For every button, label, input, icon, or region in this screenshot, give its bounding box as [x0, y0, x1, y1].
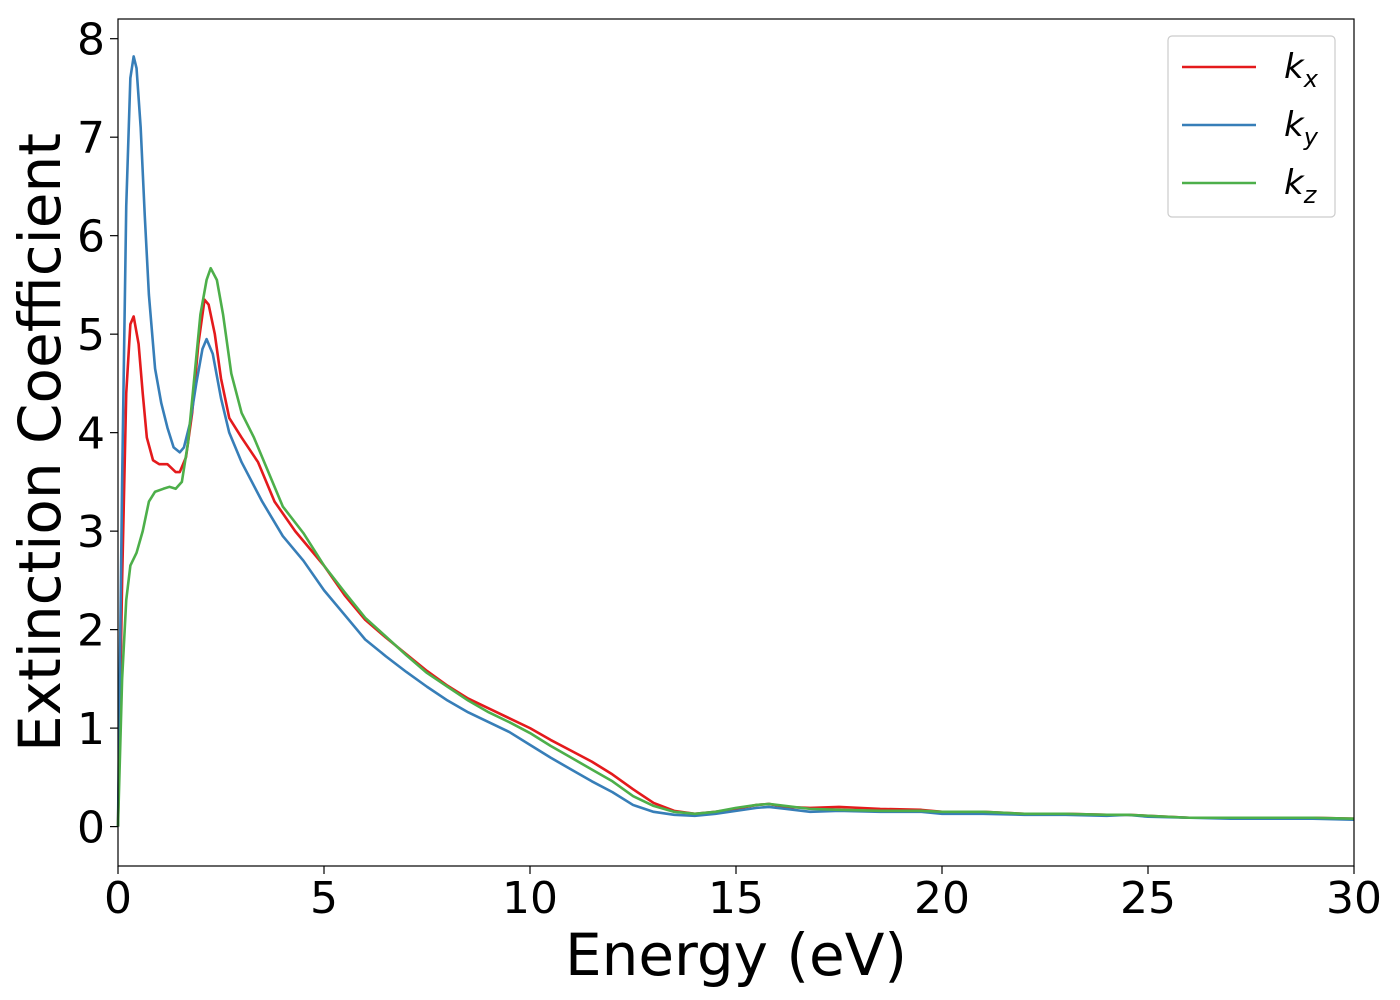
legend-label-subscript: z	[1303, 181, 1318, 209]
x-tick-label: 10	[502, 873, 558, 924]
series-line-x	[116, 298, 1355, 827]
legend-label-y: ky	[1284, 105, 1319, 151]
series-layer	[116, 55, 1355, 827]
legend-label-main: k	[1284, 163, 1305, 203]
x-tick-label: 30	[1326, 873, 1382, 924]
series-line-z	[116, 266, 1355, 827]
y-tick-label: 5	[77, 310, 105, 361]
legend-label-x: kx	[1284, 47, 1319, 93]
legend-box	[1167, 35, 1336, 218]
legend-label-subscript: x	[1303, 65, 1319, 93]
y-axis-title: Extinction Coefficient	[6, 133, 74, 752]
y-axis: 0 1 2 3 4 5 6 7 8	[77, 15, 118, 854]
x-axis-title: Energy (eV)	[565, 921, 907, 989]
legend-label-main: k	[1284, 47, 1305, 87]
y-tick-label: 2	[77, 606, 105, 657]
y-tick-label: 8	[77, 15, 105, 66]
x-tick-label: 25	[1120, 873, 1176, 924]
y-tick-label: 1	[77, 704, 105, 755]
x-tick-label: 15	[708, 873, 764, 924]
y-tick-label: 4	[77, 409, 105, 460]
y-tick-label: 0	[77, 803, 105, 854]
x-tick-label: 5	[310, 873, 338, 924]
series-line-y	[116, 55, 1355, 827]
y-tick-label: 7	[77, 113, 105, 164]
y-tick-label: 3	[77, 507, 105, 558]
legend-label-z: kz	[1284, 163, 1318, 209]
x-axis: 0 5 10 15 20 25 30	[104, 866, 1382, 924]
x-tick-label: 0	[104, 873, 132, 924]
legend-label-main: k	[1284, 105, 1305, 145]
legend-label-subscript: y	[1303, 123, 1319, 151]
x-tick-label: 20	[914, 873, 970, 924]
y-tick-label: 6	[77, 212, 105, 263]
